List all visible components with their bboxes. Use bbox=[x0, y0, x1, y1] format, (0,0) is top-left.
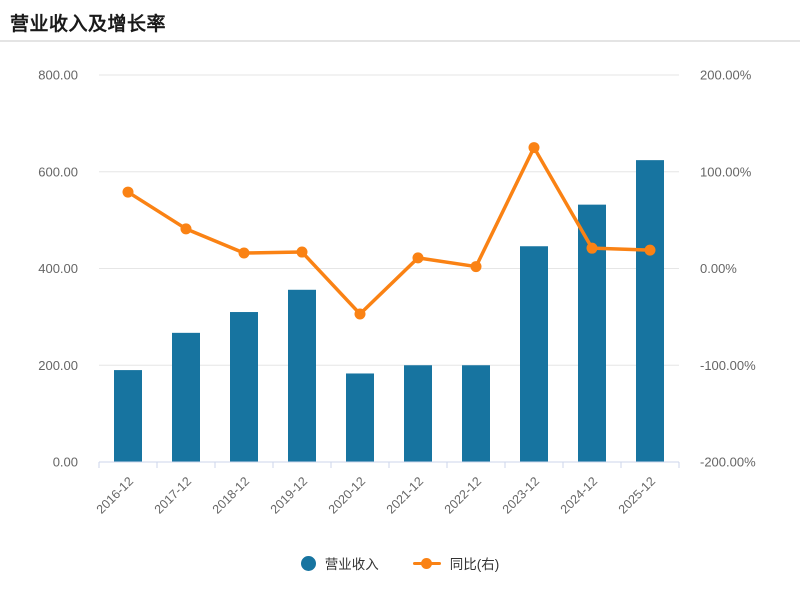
bar-2019-12[interactable] bbox=[288, 289, 316, 462]
left-axis-label: 200.00 bbox=[38, 358, 78, 373]
x-axis-label-2025-12: 2025-12 bbox=[616, 474, 658, 516]
bar-2022-12[interactable] bbox=[462, 365, 490, 462]
yoy-legend-dot bbox=[421, 557, 433, 569]
bar-2021-12[interactable] bbox=[404, 365, 432, 462]
yoy-point-2019-12[interactable] bbox=[296, 246, 308, 258]
yoy-point-2021-12[interactable] bbox=[412, 252, 424, 264]
yoy-point-2022-12[interactable] bbox=[470, 261, 482, 273]
bar-2018-12[interactable] bbox=[230, 312, 258, 462]
bar-2023-12[interactable] bbox=[520, 246, 548, 462]
left-axis-label: 600.00 bbox=[38, 164, 78, 179]
x-axis-label-2017-12: 2017-12 bbox=[152, 474, 194, 516]
title-divider bbox=[0, 40, 800, 42]
revenue-legend-label: 营业收入 bbox=[324, 557, 379, 572]
x-axis-label-2019-12: 2019-12 bbox=[268, 474, 310, 516]
yoy-point-2016-12[interactable] bbox=[122, 186, 134, 198]
bar-2017-12[interactable] bbox=[172, 332, 200, 462]
bar-2020-12[interactable] bbox=[346, 373, 374, 462]
left-axis-label: 0.00 bbox=[53, 455, 78, 470]
yoy-point-2020-12[interactable] bbox=[354, 308, 366, 320]
x-axis-label-2018-12: 2018-12 bbox=[210, 474, 252, 516]
yoy-legend-marker-icon bbox=[412, 557, 441, 570]
bar-2025-12[interactable] bbox=[636, 160, 664, 462]
right-axis-label: -100.00% bbox=[700, 358, 756, 373]
yoy-point-2017-12[interactable] bbox=[180, 223, 192, 235]
chart-title: 营业收入及增长率 bbox=[10, 14, 167, 35]
legend-item-revenue[interactable]: 营业收入 bbox=[300, 553, 379, 573]
chart-legend: 营业收入 同比(右) bbox=[0, 553, 800, 573]
yoy-point-2023-12[interactable] bbox=[528, 142, 540, 154]
yoy-line bbox=[126, 145, 652, 316]
x-axis-label-2021-12: 2021-12 bbox=[384, 474, 426, 516]
legend-item-yoy[interactable]: 同比(右) bbox=[412, 553, 500, 573]
right-axis-label: 0.00% bbox=[700, 261, 737, 276]
x-axis-label-2023-12: 2023-12 bbox=[500, 474, 542, 516]
right-axis-label: -200.00% bbox=[700, 455, 756, 470]
x-axis-label-2020-12: 2020-12 bbox=[326, 474, 368, 516]
right-axis-label: 200.00% bbox=[700, 68, 752, 83]
x-axis-label-2022-12: 2022-12 bbox=[442, 474, 484, 516]
x-axis-label-2016-12: 2016-12 bbox=[94, 474, 136, 516]
left-axis-label: 400.00 bbox=[38, 261, 78, 276]
yoy-legend-label: 同比(右) bbox=[449, 557, 500, 572]
yoy-point-2024-12[interactable] bbox=[586, 242, 598, 254]
revenue-legend-marker-icon bbox=[300, 555, 316, 571]
left-axis-label: 800.00 bbox=[38, 68, 78, 83]
yoy-point-2025-12[interactable] bbox=[644, 244, 656, 256]
right-axis-label: 100.00% bbox=[700, 164, 752, 179]
revenue-growth-chart: 0.00 -200.00% 200.00 -100.00% 400.00 0.00% 600… bbox=[38, 68, 756, 517]
x-axis-label-2024-12: 2024-12 bbox=[558, 474, 600, 516]
bar-2016-12[interactable] bbox=[114, 370, 142, 462]
yoy-point-2018-12[interactable] bbox=[238, 247, 250, 259]
